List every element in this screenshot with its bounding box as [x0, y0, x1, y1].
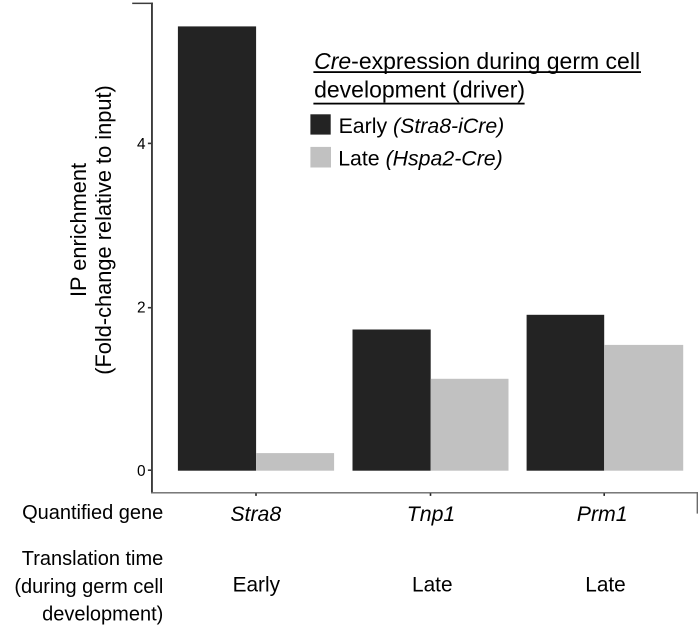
svg-text:Stra8: Stra8 — [230, 502, 281, 526]
svg-text:Late: Late — [412, 574, 452, 597]
svg-text:Early: Early — [233, 574, 281, 597]
svg-text:4: 4 — [137, 136, 146, 153]
svg-text:development (driver): development (driver) — [314, 77, 525, 103]
svg-text:Early (Stra8-iCre): Early (Stra8-iCre) — [339, 114, 505, 138]
svg-text:Cre-expression during germ cel: Cre-expression during germ cell — [314, 48, 640, 74]
svg-text:Translation time: Translation time — [22, 548, 164, 570]
svg-text:2: 2 — [137, 300, 146, 317]
svg-text:IP enrichment: IP enrichment — [66, 163, 91, 297]
svg-text:Tnp1: Tnp1 — [407, 502, 456, 526]
svg-text:(during germ cell: (during germ cell — [14, 576, 163, 598]
svg-text:development): development) — [42, 604, 163, 626]
svg-text:Prm1: Prm1 — [577, 502, 628, 526]
svg-text:Quantified gene: Quantified gene — [22, 502, 163, 524]
svg-text:Late: Late — [585, 574, 625, 597]
svg-text:(Fold-change relative to input: (Fold-change relative to input) — [91, 85, 116, 375]
svg-text:0: 0 — [137, 463, 146, 480]
svg-text:Late (Hspa2-Cre): Late (Hspa2-Cre) — [338, 147, 503, 171]
